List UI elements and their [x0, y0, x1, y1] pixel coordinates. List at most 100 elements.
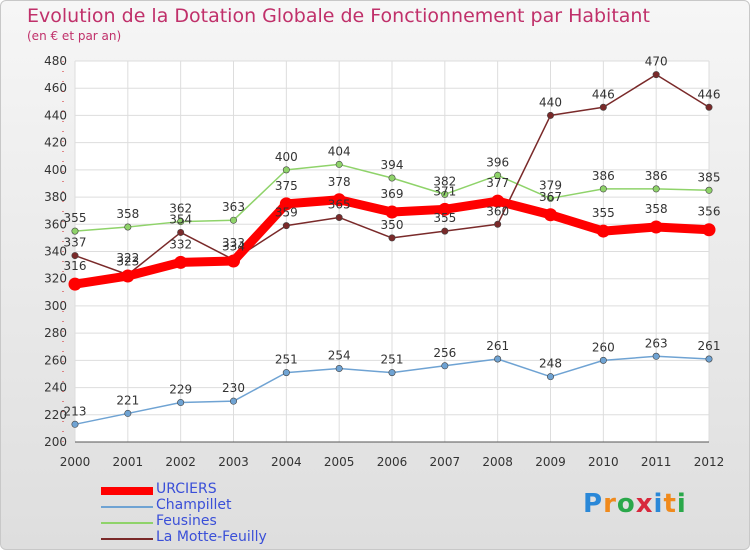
data-point — [494, 355, 502, 363]
y-tick-label: 380 — [44, 190, 67, 204]
y-tick-label: 280 — [44, 326, 67, 340]
x-tick-label: 2002 — [165, 455, 196, 469]
data-point — [599, 185, 607, 193]
data-label: 322 — [116, 251, 139, 265]
data-label: 375 — [275, 179, 298, 193]
data-label: 251 — [275, 353, 298, 367]
data-label: 359 — [275, 206, 298, 220]
data-point — [494, 171, 502, 179]
data-point — [71, 227, 79, 235]
data-label: 385 — [698, 170, 721, 184]
data-label: 316 — [64, 259, 87, 273]
data-point — [441, 227, 449, 235]
legend-label: Feusines — [156, 513, 217, 529]
data-point — [279, 197, 293, 211]
y-tick-label: 240 — [44, 381, 67, 395]
data-label: 379 — [539, 178, 562, 192]
legend-item: Feusines — [101, 513, 361, 531]
data-point — [177, 218, 185, 226]
data-point — [441, 190, 449, 198]
y-tick-label: 420 — [44, 136, 67, 150]
legend-label: Champillet — [156, 497, 232, 513]
data-point — [546, 111, 554, 119]
data-label: 386 — [645, 169, 668, 183]
data-point — [282, 369, 290, 377]
data-label: 369 — [381, 187, 404, 201]
data-point — [599, 356, 607, 364]
data-label: 261 — [698, 339, 721, 353]
data-point — [649, 220, 663, 234]
legend-swatch — [101, 487, 153, 495]
data-label: 396 — [486, 155, 509, 169]
data-label: 323 — [116, 255, 139, 269]
data-label: 360 — [486, 204, 509, 218]
chart-title: Evolution de la Dotation Globale de Fonc… — [27, 5, 650, 27]
data-label: 334 — [222, 240, 245, 254]
data-label: 350 — [381, 218, 404, 232]
data-label: 355 — [592, 206, 615, 220]
data-label: 230 — [222, 381, 245, 395]
legend-item: Champillet — [101, 497, 361, 515]
data-point — [652, 185, 660, 193]
brand-letter: r — [603, 489, 617, 519]
x-tick-label: 2006 — [377, 455, 408, 469]
data-point — [227, 254, 240, 268]
legend-swatch — [101, 522, 153, 524]
x-tick-label: 2000 — [60, 455, 91, 469]
data-label: 332 — [169, 237, 192, 251]
data-point — [491, 194, 505, 208]
x-tick-label: 2009 — [535, 455, 566, 469]
y-tick-label: 460 — [44, 81, 67, 95]
data-point — [68, 277, 82, 291]
data-label: 367 — [539, 190, 562, 204]
data-label: 221 — [116, 393, 139, 407]
brand-letter: P — [583, 489, 604, 519]
data-point — [177, 399, 185, 407]
data-label: 363 — [222, 200, 245, 214]
legend-swatch — [101, 506, 153, 508]
x-tick-label: 2003 — [218, 455, 249, 469]
legend-label: URCIERS — [156, 481, 217, 497]
data-label: 356 — [698, 205, 721, 219]
data-point — [124, 409, 132, 417]
data-point — [438, 202, 452, 216]
y-tick-label: 200 — [44, 435, 67, 449]
data-point — [388, 234, 396, 242]
data-point — [388, 174, 396, 182]
data-label: 440 — [539, 95, 562, 109]
data-point — [546, 373, 554, 381]
data-label: 263 — [645, 336, 668, 350]
y-tick-label: 400 — [44, 163, 67, 177]
data-label: 400 — [275, 150, 298, 164]
data-label: 254 — [328, 349, 351, 363]
data-point — [71, 252, 79, 260]
data-label: 355 — [64, 211, 87, 225]
y-tick-label: 480 — [44, 54, 67, 68]
data-point — [705, 355, 713, 363]
data-point — [544, 208, 557, 222]
data-label: 354 — [169, 212, 192, 226]
proxiti-logo: Proxiti — [583, 489, 687, 519]
x-tick-label: 2007 — [430, 455, 461, 469]
data-point — [124, 223, 132, 231]
data-label: 358 — [116, 207, 139, 221]
data-point — [121, 269, 135, 283]
data-point — [282, 166, 290, 174]
data-label: 470 — [645, 55, 668, 69]
data-point — [174, 255, 188, 269]
data-label: 394 — [381, 158, 404, 172]
legend-item: La Motte-Feuilly — [101, 529, 361, 547]
data-point — [652, 352, 660, 360]
brand-letter: i — [653, 489, 664, 519]
brand-letter: i — [676, 489, 687, 519]
x-tick-label: 2001 — [113, 455, 144, 469]
data-point — [596, 224, 610, 238]
data-point — [332, 193, 346, 207]
chart-subtitle: (en € et par an) — [27, 29, 122, 43]
data-point — [388, 369, 396, 377]
y-tick-label: 220 — [44, 408, 67, 422]
data-point — [282, 222, 290, 230]
data-point — [335, 160, 343, 168]
legend-label: La Motte-Feuilly — [156, 529, 267, 545]
